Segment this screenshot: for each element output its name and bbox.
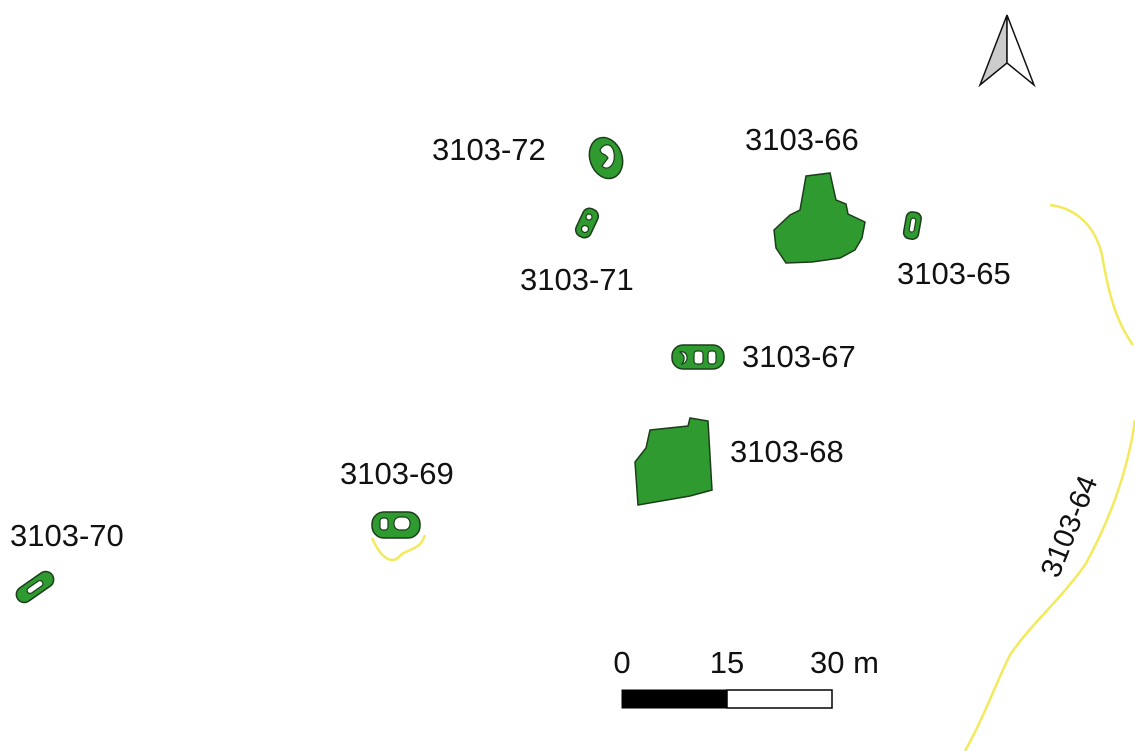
parcel-outline bbox=[963, 419, 1135, 751]
scale-label: 15 bbox=[710, 645, 744, 680]
feature-polygon bbox=[371, 511, 421, 539]
feature-polygon bbox=[671, 344, 725, 370]
feature-label: 3103-67 bbox=[742, 339, 856, 374]
feature-polygon bbox=[588, 136, 624, 180]
feature-label: 3103-71 bbox=[520, 262, 634, 297]
feature-polygon bbox=[902, 211, 922, 240]
parcel-outline bbox=[1049, 203, 1135, 346]
feature-polygon bbox=[773, 172, 866, 264]
scale-label: 0 bbox=[613, 645, 630, 680]
north-arrow bbox=[978, 14, 1036, 88]
feature-label: 3103-65 bbox=[897, 256, 1011, 291]
feature-label: 3103-68 bbox=[730, 434, 844, 469]
scale-bar bbox=[621, 689, 833, 709]
scale-label: 30 m bbox=[810, 645, 879, 680]
feature-label: 3103-72 bbox=[432, 132, 546, 167]
feature-polygon bbox=[634, 417, 713, 506]
feature-label: 3103-66 bbox=[745, 122, 859, 157]
feature-polygon bbox=[574, 207, 600, 239]
parcel-outline bbox=[370, 534, 427, 562]
feature-label: 3103-64 bbox=[1035, 471, 1105, 582]
feature-label: 3103-69 bbox=[340, 456, 454, 491]
feature-polygon bbox=[15, 570, 55, 604]
feature-label: 3103-70 bbox=[10, 518, 124, 553]
